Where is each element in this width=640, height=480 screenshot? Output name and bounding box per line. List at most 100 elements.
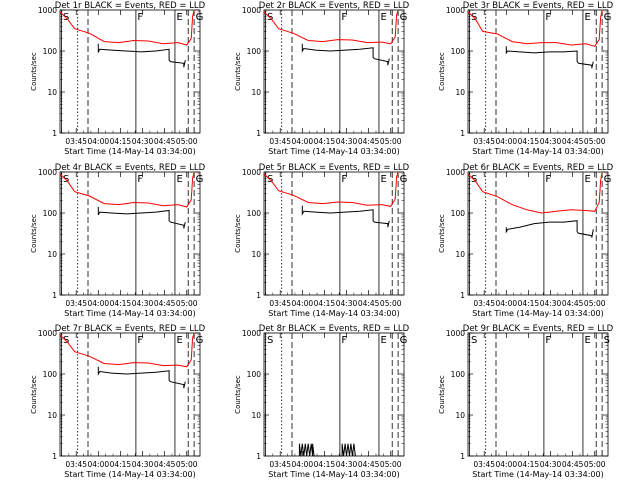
x-axis-label: Start Time (14-May-14 03:34:00) [472, 147, 603, 156]
series-line [59, 332, 195, 368]
y-tick-label: 1 [460, 129, 465, 138]
x-tick-label: 05:00 [176, 299, 198, 308]
marker-label: F [137, 335, 143, 346]
x-tick-label: 04:15 [110, 460, 132, 469]
y-tick-label: 100 [43, 370, 58, 379]
y-tick-label: 10 [455, 411, 465, 420]
marker-label: F [341, 174, 347, 185]
marker-label: G [196, 174, 204, 185]
x-tick-label: 04:15 [110, 137, 132, 146]
y-tick-label: 10 [47, 250, 57, 259]
x-tick-label: 04:45 [154, 460, 176, 469]
x-tick-label: 05:00 [380, 137, 402, 146]
plot-frame [59, 9, 201, 134]
series-line [301, 205, 390, 228]
x-tick-label: 04:15 [314, 460, 336, 469]
x-axis-label: Start Time (14-May-14 03:34:00) [268, 470, 399, 479]
marker-label: E [176, 12, 182, 23]
x-tick-label: 05:00 [380, 460, 402, 469]
chart-panel: Det 6r BLACK = Events, RED = LLD 1 10 100 10… [438, 163, 614, 318]
plot-frame [263, 171, 405, 296]
plot-frame [467, 332, 609, 457]
x-tick-label: 04:45 [358, 299, 380, 308]
x-tick-label: 03:45 [269, 299, 291, 308]
y-axis-label: Counts/sec [30, 214, 38, 253]
y-tick-label: 100 [43, 209, 58, 218]
series-line [505, 220, 594, 238]
x-tick-label: 04:45 [562, 137, 584, 146]
series-line [59, 9, 195, 46]
series-line [301, 43, 390, 66]
x-tick-label: 04:15 [314, 137, 336, 146]
x-axis-label: Start Time (14-May-14 03:34:00) [472, 309, 603, 318]
y-tick-label: 1 [52, 129, 57, 138]
x-axis-label: Start Time (14-May-14 03:34:00) [64, 147, 195, 156]
x-tick-label: 03:45 [269, 460, 291, 469]
series-line [97, 43, 186, 68]
y-tick-label: 1000 [242, 168, 261, 177]
chart-panel: Det 9r BLACK = Events, RED = LLD 1 10 100 10… [438, 324, 614, 479]
x-tick-label: 04:15 [518, 460, 540, 469]
x-tick-label: 04:30 [336, 137, 358, 146]
marker-label: S [471, 335, 477, 346]
y-tick-label: 100 [451, 209, 466, 218]
marker-label: S [267, 335, 273, 346]
y-axis-label: Counts/sec [30, 375, 38, 414]
marker-label: G [400, 12, 408, 23]
x-tick-label: 04:15 [314, 299, 336, 308]
y-tick-label: 1 [256, 291, 261, 300]
y-tick-label: 10 [251, 250, 261, 259]
x-axis-label: Start Time (14-May-14 03:34:00) [472, 470, 603, 479]
x-tick-label: 05:00 [584, 460, 606, 469]
x-tick-label: 04:15 [518, 137, 540, 146]
series-line [263, 171, 399, 207]
y-tick-label: 1000 [242, 329, 261, 338]
x-axis-label: Start Time (14-May-14 03:34:00) [268, 147, 399, 156]
x-tick-label: 04:00 [88, 137, 110, 146]
x-tick-label: 04:00 [292, 299, 314, 308]
plot-frame [263, 332, 405, 457]
x-tick-label: 03:45 [65, 137, 87, 146]
x-tick-label: 05:00 [176, 137, 198, 146]
x-tick-label: 03:45 [473, 460, 495, 469]
chart-title: Det 8r BLACK = Events, RED = LLD [259, 324, 410, 334]
chart-panel: Det 7r BLACK = Events, RED = LLD 1 10 100 10… [30, 324, 206, 479]
chart-title: Det 5r BLACK = Events, RED = LLD [259, 163, 410, 173]
marker-label: F [137, 174, 143, 185]
y-tick-label: 1 [52, 452, 57, 461]
chart-title: Det 9r BLACK = Events, RED = LLD [463, 324, 614, 334]
y-tick-label: 1 [460, 291, 465, 300]
series-line [505, 46, 594, 69]
series-line [467, 9, 603, 47]
series-line [467, 171, 603, 214]
marker-label: F [137, 12, 143, 23]
chart-title: Det 4r BLACK = Events, RED = LLD [55, 163, 206, 173]
marker-label: G [196, 335, 204, 346]
y-tick-label: 1000 [242, 6, 261, 15]
x-tick-label: 04:30 [132, 460, 154, 469]
x-tick-label: 03:45 [473, 137, 495, 146]
x-tick-label: 05:00 [176, 460, 198, 469]
series-line [97, 207, 186, 229]
marker-label: E [584, 12, 590, 23]
plot-frame [59, 171, 201, 296]
chart-panel: Det 3r BLACK = Events, RED = LLD 1 10 100 10… [438, 1, 614, 156]
marker-label: E [584, 335, 590, 346]
chart-panel: Det 1r BLACK = Events, RED = LLD 1 10 100 10… [30, 1, 206, 156]
x-axis-label: Start Time (14-May-14 03:34:00) [268, 309, 399, 318]
y-tick-label: 10 [47, 411, 57, 420]
y-tick-label: 1000 [446, 168, 465, 177]
chart-panel: Det 2r BLACK = Events, RED = LLD 1 10 100 10… [234, 1, 410, 156]
x-tick-label: 04:00 [292, 460, 314, 469]
x-tick-label: 04:45 [358, 137, 380, 146]
x-tick-label: 04:45 [562, 299, 584, 308]
series-line [263, 9, 399, 45]
y-axis-label: Counts/sec [438, 214, 446, 253]
y-axis-label: Counts/sec [438, 52, 446, 91]
chart-title: Det 3r BLACK = Events, RED = LLD [463, 1, 614, 11]
plot-frame [59, 332, 201, 457]
x-tick-label: 04:45 [154, 137, 176, 146]
chart-title: Det 6r BLACK = Events, RED = LLD [463, 163, 614, 173]
x-axis-label: Start Time (14-May-14 03:34:00) [64, 309, 195, 318]
